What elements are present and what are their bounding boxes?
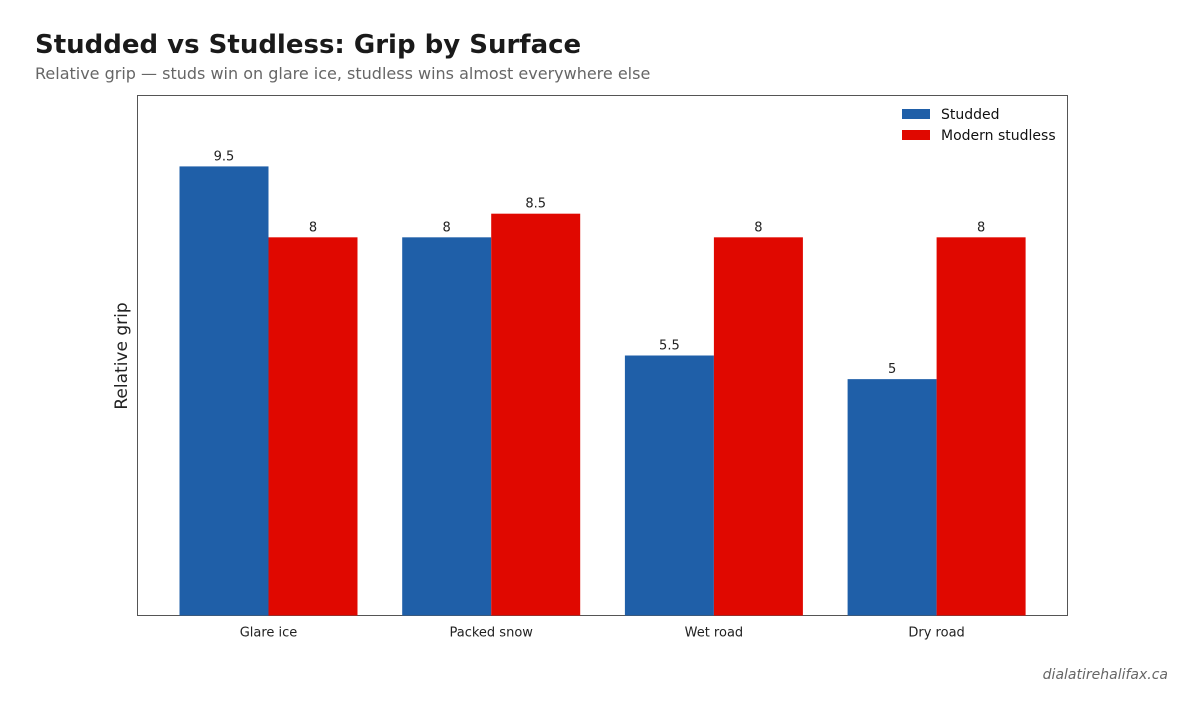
source-credit: dialatirehalifax.ca	[1042, 667, 1168, 683]
bar-studded-wet-road	[624, 355, 714, 616]
legend-swatch-modern-studless	[902, 130, 930, 140]
bar-studded-glare-ice	[179, 166, 269, 616]
y-axis-label: Relative grip	[112, 302, 132, 409]
value-label-studded-dry-road: 5	[888, 362, 896, 377]
chart-title: Studded vs Studless: Grip by Surface	[35, 30, 582, 60]
legend-label-modern-studless: Modern studless	[941, 128, 1056, 144]
x-tick-label-packed-snow: Packed snow	[449, 626, 533, 641]
value-label-studded-wet-road: 5.5	[659, 339, 680, 354]
value-label-modern-studless-glare-ice: 8	[309, 220, 317, 235]
legend-swatch-studded	[902, 109, 930, 119]
x-tick-label-dry-road: Dry road	[908, 626, 964, 641]
value-label-modern-studless-dry-road: 8	[977, 220, 985, 235]
value-label-modern-studless-packed-snow: 8.5	[525, 197, 546, 212]
bar-studded-dry-road	[847, 379, 937, 616]
bar-modern-studless-wet-road	[713, 237, 803, 616]
plot-area-frame	[137, 95, 1068, 616]
value-label-studded-packed-snow: 8	[443, 220, 451, 235]
bar-modern-studless-packed-snow	[491, 213, 581, 616]
legend-label-studded: Studded	[941, 107, 1000, 123]
bar-modern-studless-glare-ice	[268, 237, 358, 616]
chart-subtitle: Relative grip — studs win on glare ice, …	[35, 64, 651, 83]
bar-modern-studless-dry-road	[936, 237, 1026, 616]
bar-studded-packed-snow	[402, 237, 492, 616]
value-label-modern-studless-wet-road: 8	[754, 220, 762, 235]
value-label-studded-glare-ice: 9.5	[214, 149, 235, 164]
x-tick-label-glare-ice: Glare ice	[240, 626, 298, 641]
legend: Studded Modern studless	[902, 107, 1056, 144]
x-tick-label-wet-road: Wet road	[685, 626, 744, 641]
